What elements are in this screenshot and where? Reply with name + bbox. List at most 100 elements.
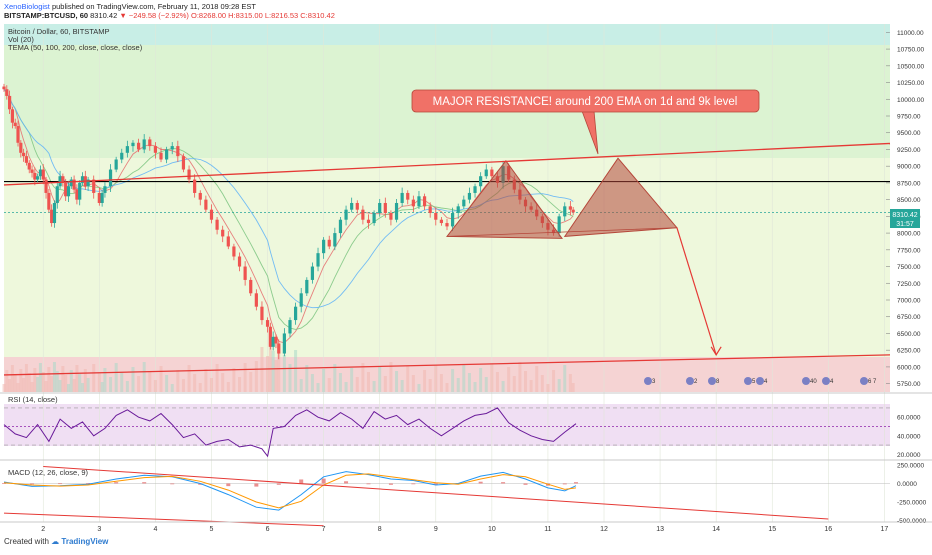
volume-bar xyxy=(66,384,70,392)
head-shoulders-patterns[interactable] xyxy=(445,157,678,239)
volume-bar xyxy=(36,377,40,392)
macd-tick-label: 250.0000 xyxy=(897,462,924,469)
volume-bar xyxy=(24,364,28,392)
volume-bar xyxy=(2,384,6,392)
upper-trendline[interactable] xyxy=(3,142,891,186)
created-with-text: Created with xyxy=(4,537,49,546)
candle-body xyxy=(428,206,432,214)
volume-bar xyxy=(13,374,17,392)
macd-histogram-bar xyxy=(226,483,231,487)
target-arrow-line[interactable] xyxy=(676,227,717,356)
candle-body xyxy=(50,209,54,224)
lower-trendline[interactable] xyxy=(3,354,891,376)
event-flag-icon[interactable] xyxy=(708,377,716,385)
candle-body xyxy=(165,149,169,160)
volume-bar xyxy=(114,363,118,392)
candle-body xyxy=(2,86,6,90)
vol-title: Vol (20) xyxy=(8,35,34,44)
event-flag-icon[interactable] xyxy=(860,377,868,385)
price-tick-label: 6500.00 xyxy=(897,331,921,338)
candle-body xyxy=(422,196,427,207)
macd-histogram-bar xyxy=(30,483,35,485)
candle-body xyxy=(439,219,443,224)
volume-bar xyxy=(181,379,185,392)
volume-bar xyxy=(439,374,443,392)
candle-body xyxy=(355,202,359,210)
candle-body xyxy=(125,146,129,153)
trendlines[interactable] xyxy=(3,142,891,376)
event-flag-icon[interactable] xyxy=(802,377,810,385)
volume-bar xyxy=(5,370,9,392)
macd-histogram-bar xyxy=(478,481,483,484)
macd-upper-trendline[interactable] xyxy=(43,465,829,520)
candle-body xyxy=(310,266,315,280)
volume-bar xyxy=(58,380,62,392)
volume-bar xyxy=(78,374,82,392)
event-count: 5 xyxy=(752,379,756,385)
event-flag-icon[interactable] xyxy=(822,377,830,385)
volume-bar xyxy=(495,372,499,392)
volume-bar xyxy=(109,377,113,392)
volume-bar xyxy=(568,374,572,392)
macd-tick-label: -250.0000 xyxy=(897,500,927,507)
pattern-triangle-actual[interactable] xyxy=(445,159,563,239)
volume-bar xyxy=(327,378,331,392)
volume-bar xyxy=(512,376,516,392)
rsi-tick-label: 60.0000 xyxy=(897,415,921,422)
candle-body xyxy=(333,233,337,247)
resistance-callout[interactable]: MAJOR RESISTANCE! around 200 EMA on 1d a… xyxy=(411,89,760,155)
candle-body xyxy=(417,196,421,207)
candle-body xyxy=(249,279,253,294)
time-tick-label: 6 xyxy=(266,526,270,533)
price-tick-label: 10750.00 xyxy=(897,47,924,54)
volume-bar xyxy=(266,356,270,392)
event-flag-icon[interactable] xyxy=(686,377,694,385)
volume-bar xyxy=(563,365,567,392)
volume-bar xyxy=(282,355,286,392)
volume-bar xyxy=(159,366,163,392)
candle-body xyxy=(237,256,242,267)
candle-body xyxy=(293,306,298,321)
volume-bar xyxy=(148,371,152,392)
event-markers[interactable]: 3 2 8 5 4 40 4 6 7 xyxy=(644,377,877,385)
macd-histogram-bar xyxy=(2,483,6,484)
candle-body xyxy=(316,253,320,267)
price-tick-label: 6250.00 xyxy=(897,348,921,355)
event-count: 2 xyxy=(694,379,698,385)
event-flag-icon[interactable] xyxy=(644,377,652,385)
event-count: 6 7 xyxy=(868,379,877,385)
candle-body xyxy=(100,192,104,203)
pattern-triangle-projected[interactable] xyxy=(563,157,678,237)
volume-bar xyxy=(484,377,488,392)
callout-box xyxy=(411,89,760,113)
symbol-label: BITSTAMP:BTCUSD, 60 xyxy=(4,11,89,20)
volume-bar xyxy=(546,384,550,392)
macd-histogram-bar xyxy=(523,483,528,485)
macd-histogram-bar xyxy=(366,483,371,485)
author-link[interactable]: XenoBiologist xyxy=(4,2,50,11)
macd-lower-trendline[interactable] xyxy=(3,512,324,527)
volume-bar xyxy=(249,372,253,392)
candle-body xyxy=(383,202,387,214)
volume-bar xyxy=(479,368,483,392)
tradingview-brand[interactable]: TradingView xyxy=(61,537,109,546)
candle-body xyxy=(378,202,382,214)
event-flag-icon[interactable] xyxy=(744,377,752,385)
volume-bar xyxy=(355,377,359,392)
candle-body xyxy=(33,172,37,180)
candle-body xyxy=(350,202,354,210)
volume-bar xyxy=(529,380,533,392)
volume-bar xyxy=(81,383,85,392)
volume-bar xyxy=(274,360,278,392)
volume-bar xyxy=(187,365,191,392)
pattern-neckline[interactable] xyxy=(446,227,677,237)
macd-histogram-bar xyxy=(276,483,281,485)
candle-body xyxy=(288,320,292,334)
volume-bar xyxy=(92,364,96,392)
price-tick-label: 6750.00 xyxy=(897,314,921,321)
event-flag-icon[interactable] xyxy=(756,377,764,385)
candle-body xyxy=(66,186,71,197)
candle-body xyxy=(490,169,494,177)
candle-body xyxy=(274,336,278,344)
